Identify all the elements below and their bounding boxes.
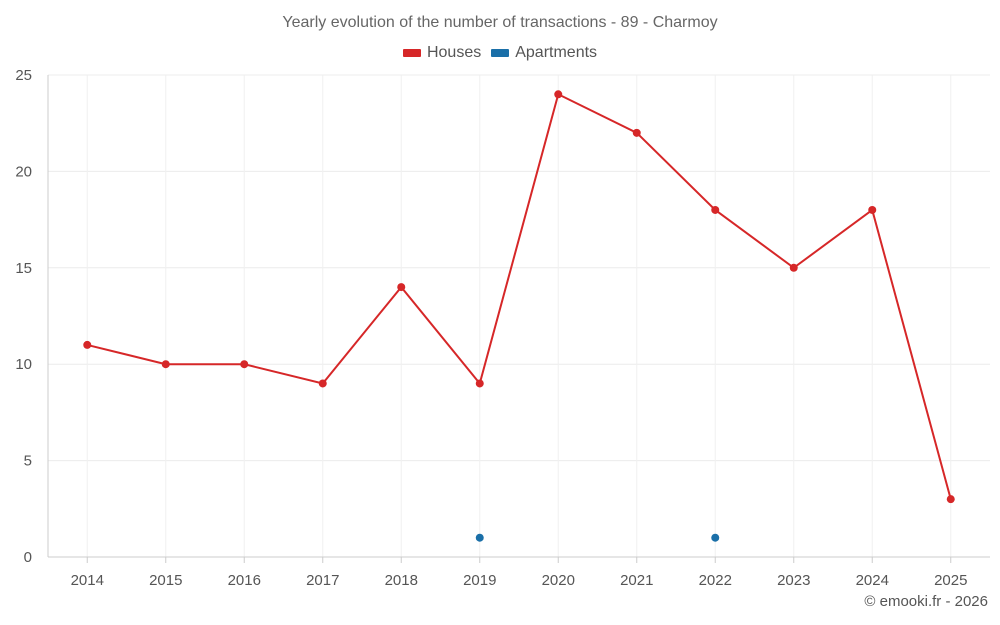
legend-swatch-apartments — [491, 49, 510, 57]
legend-label-houses: Houses — [426, 44, 482, 61]
data-point-houses[interactable] — [868, 205, 877, 214]
data-point-houses[interactable] — [397, 283, 406, 292]
y-tick-label: 15 — [15, 260, 32, 277]
data-point-houses[interactable] — [946, 495, 955, 504]
y-tick-label: 20 — [15, 163, 32, 180]
y-tick-label: 5 — [24, 453, 32, 470]
chart-title: Yearly evolution of the number of transa… — [282, 14, 718, 31]
x-tick-label: 2021 — [620, 572, 653, 589]
data-point-apartments[interactable] — [475, 533, 484, 542]
x-tick-label: 2022 — [699, 572, 732, 589]
series-line-houses — [87, 92, 952, 500]
legend: Houses Apartments — [0, 44, 1000, 62]
y-axis-tick-labels: 0 5 10 15 20 25 — [15, 67, 32, 566]
grid-lines — [48, 74, 990, 558]
data-point-houses[interactable] — [83, 340, 92, 349]
y-tick-label: 25 — [15, 67, 32, 84]
data-point-houses[interactable] — [475, 379, 484, 388]
x-tick-label: 2019 — [463, 572, 496, 589]
x-tick-label: 2025 — [934, 572, 967, 589]
x-tick-label: 2015 — [149, 572, 182, 589]
data-point-houses[interactable] — [554, 90, 563, 99]
x-tick-label: 2023 — [777, 572, 810, 589]
data-point-houses[interactable] — [161, 360, 170, 369]
y-tick-label: 10 — [15, 356, 32, 373]
legend-label-apartments: Apartments — [515, 44, 598, 61]
series-apartments — [475, 533, 720, 542]
credit-text: © emooki.fr - 2026 — [864, 593, 988, 610]
legend-item-houses[interactable]: Houses — [402, 44, 482, 62]
data-point-houses[interactable] — [240, 360, 249, 369]
y-tick-label: 0 — [24, 549, 32, 566]
x-tick-label: 2018 — [385, 572, 418, 589]
data-point-apartments[interactable] — [711, 533, 720, 542]
data-point-houses[interactable] — [632, 128, 641, 137]
data-point-houses[interactable] — [789, 263, 798, 272]
x-tick-label: 2024 — [856, 572, 889, 589]
data-point-houses[interactable] — [711, 205, 720, 214]
legend-swatch-houses — [402, 49, 421, 57]
x-tick-label: 2016 — [228, 572, 261, 589]
x-tick-label: 2020 — [542, 572, 575, 589]
x-tick-label: 2017 — [306, 572, 339, 589]
x-tick-label: 2014 — [71, 572, 104, 589]
series-group — [83, 90, 955, 542]
legend-item-apartments[interactable]: Apartments — [491, 44, 597, 62]
data-point-houses[interactable] — [318, 379, 327, 388]
axes — [47, 75, 990, 563]
x-axis-tick-labels: 2014 2015 2016 2017 2018 2019 2020 2021 2022 2023… — [71, 572, 968, 589]
series-houses — [83, 90, 955, 504]
